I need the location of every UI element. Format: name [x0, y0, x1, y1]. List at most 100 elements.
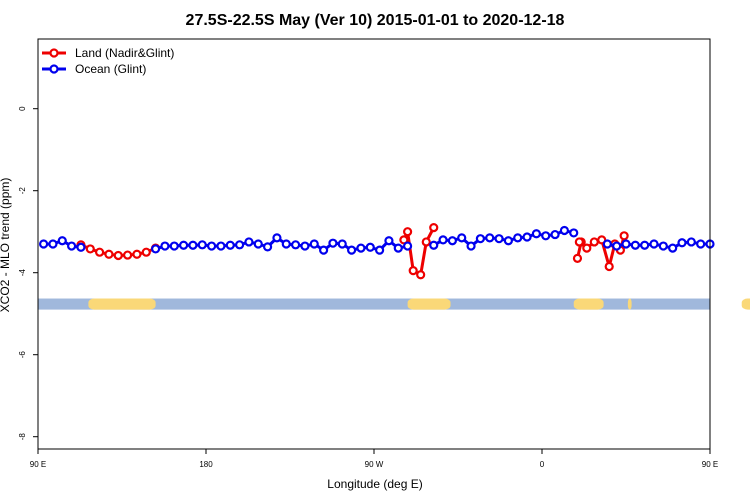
data-point [160, 241, 170, 251]
data-point [225, 240, 235, 250]
data-point [494, 234, 504, 244]
land-band [741, 298, 750, 310]
data-point [319, 245, 329, 255]
data-point [421, 237, 431, 247]
data-point [531, 229, 542, 239]
data-point [48, 239, 58, 249]
data-point [572, 253, 583, 263]
data-point [630, 240, 640, 250]
data-point [94, 247, 105, 257]
data-point [375, 245, 385, 255]
y-tick-label: 0 [18, 106, 27, 111]
data-point [253, 239, 263, 249]
data-point [559, 225, 570, 236]
land-band [573, 298, 604, 310]
data-point [621, 239, 631, 249]
land-band [88, 298, 156, 310]
data-point [403, 241, 413, 251]
data-point [457, 233, 467, 243]
data-point [57, 236, 67, 246]
x-tick-label: 90 W [365, 460, 384, 469]
land-ocean-strip [38, 298, 750, 310]
data-point [475, 234, 485, 244]
data-point [300, 241, 310, 251]
series-line [432, 228, 575, 248]
data-point [429, 223, 439, 233]
data-point [429, 240, 439, 250]
land-band [407, 298, 451, 310]
series-ocean [38, 225, 715, 255]
data-point [416, 270, 426, 280]
y-axis: 0 -2 -4 -6 -8 [18, 106, 38, 440]
data-point [649, 239, 659, 249]
data-point [291, 240, 301, 250]
legend: Land (Nadir&Glint) Ocean (Glint) [42, 46, 174, 76]
data-point [503, 236, 513, 246]
data-point [466, 241, 476, 251]
data-point [485, 233, 495, 243]
legend-item: Ocean (Glint) [42, 62, 146, 76]
x-tick-label: 0 [540, 460, 545, 469]
data-point [541, 231, 551, 241]
y-tick-label: -8 [18, 433, 27, 441]
ocean-band [38, 298, 710, 310]
data-point [574, 237, 584, 247]
data-point [179, 240, 189, 250]
data-point [522, 232, 532, 242]
series-line [155, 236, 408, 252]
data-point [104, 249, 114, 259]
data-point [197, 240, 207, 250]
series-land [76, 223, 629, 280]
data-point [113, 250, 123, 261]
data-point [66, 241, 77, 251]
data-point [347, 245, 357, 255]
x-axis-label: Longitude (deg E) [327, 477, 422, 491]
legend-label: Ocean (Glint) [75, 62, 146, 76]
data-point [281, 239, 291, 249]
data-point [696, 239, 706, 249]
data-point [38, 239, 49, 249]
y-axis-label: XCO2 - MLO trend (ppm) [0, 178, 12, 313]
data-point [76, 242, 86, 252]
data-point [602, 239, 612, 249]
data-point [337, 239, 347, 249]
data-point [235, 240, 245, 250]
series-layer [38, 223, 715, 280]
data-point [216, 241, 226, 251]
data-point [263, 242, 273, 252]
legend-item: Land (Nadir&Glint) [42, 46, 174, 60]
data-point [513, 233, 523, 243]
data-point [141, 247, 151, 257]
legend-swatch-marker [49, 64, 59, 74]
legend-label: Land (Nadir&Glint) [75, 46, 174, 60]
y-tick-label: -2 [18, 187, 27, 195]
data-point [328, 238, 338, 248]
data-point [569, 228, 579, 238]
data-point [640, 240, 650, 250]
data-point [188, 240, 198, 250]
data-point [668, 243, 678, 253]
data-point [589, 237, 599, 247]
data-point [403, 227, 413, 237]
data-point [365, 242, 375, 252]
x-tick-label: 90 E [702, 460, 718, 469]
data-point [447, 236, 457, 246]
legend-swatch-marker [49, 48, 59, 58]
x-axis: 90 E 180 90 W 0 90 E [30, 449, 718, 469]
data-point [658, 241, 668, 251]
data-point [384, 236, 394, 246]
chart-title: 27.5S-22.5S May (Ver 10) 2015-01-01 to 2… [186, 12, 565, 29]
data-point [582, 243, 592, 253]
data-point [612, 241, 622, 251]
data-point [85, 244, 95, 254]
data-point [393, 243, 403, 253]
data-point [309, 239, 319, 249]
land-band [627, 298, 632, 310]
data-point [151, 244, 161, 254]
data-point [619, 231, 629, 241]
data-point [408, 266, 418, 276]
y-tick-label: -6 [18, 351, 27, 359]
data-point [122, 250, 133, 260]
data-point [686, 237, 696, 247]
